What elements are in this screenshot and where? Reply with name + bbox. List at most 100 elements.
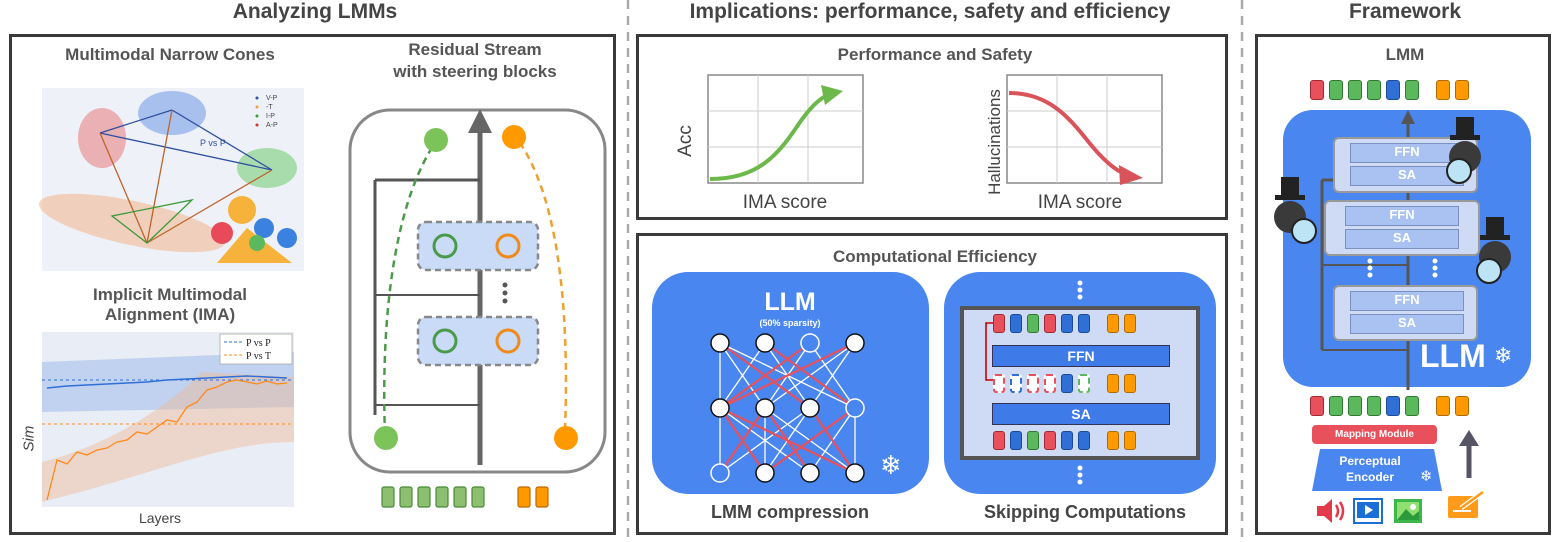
skip-top-token bbox=[1027, 314, 1039, 333]
skip-mid-token bbox=[1107, 374, 1119, 393]
cones-legend-1: -T bbox=[266, 104, 273, 111]
header-analyzing: Analyzing LMMs bbox=[232, 0, 398, 23]
separator-1 bbox=[626, 0, 630, 542]
fw-top-token bbox=[1329, 80, 1343, 100]
framework-block-2-ffn: FFN bbox=[1350, 291, 1464, 311]
sparse-network bbox=[710, 333, 865, 483]
header-implications: Implications: performance, safety and ef… bbox=[689, 0, 1171, 23]
residual-stream-diagram bbox=[348, 108, 607, 508]
efficiency-title: Computational Efficiency bbox=[832, 247, 1038, 266]
video-icon bbox=[1353, 498, 1383, 524]
fw-top-token bbox=[1310, 80, 1324, 100]
inspector-mascot-icon bbox=[1274, 117, 1511, 284]
skip-bot-token bbox=[1078, 431, 1090, 450]
perceptual-1: Perceptual bbox=[1339, 454, 1401, 468]
perceptual-2: Encoder bbox=[1345, 470, 1394, 484]
upload-arrow-icon bbox=[1459, 430, 1479, 478]
fw-top-token bbox=[1367, 80, 1381, 100]
skipping-label: Skipping Computations bbox=[984, 502, 1186, 522]
fw-top-token bbox=[1386, 80, 1400, 100]
fw-bottom-token bbox=[1405, 396, 1419, 416]
mapping-module: Mapping Module bbox=[1312, 425, 1437, 444]
fw-top-token bbox=[1455, 80, 1469, 100]
fw-bottom-token bbox=[1455, 396, 1469, 416]
hallucination-chart bbox=[1006, 74, 1163, 185]
image-icon bbox=[1394, 499, 1422, 523]
cones-legend-2: I-P bbox=[266, 113, 275, 120]
cones-plot: P vs P V-P -T I-P A-P bbox=[38, 91, 297, 263]
sparsity-label: (50% sparsity) bbox=[759, 318, 821, 328]
acc-xlabel: IMA score bbox=[742, 192, 828, 213]
cones-title: Multimodal Narrow Cones bbox=[65, 45, 275, 64]
steering-wheel-icon bbox=[432, 233, 521, 354]
skip-top-token bbox=[1044, 314, 1056, 333]
ima-title-2: Alignment (IMA) bbox=[104, 305, 236, 324]
acc-ylabel: Acc bbox=[675, 125, 696, 157]
framework-lmm-label: LMM bbox=[1385, 45, 1425, 64]
skip-bot-token bbox=[1010, 431, 1022, 450]
speaker-icon bbox=[1317, 499, 1345, 523]
skip-mid-token bbox=[1027, 374, 1039, 393]
compression-label: LMM compression bbox=[710, 502, 870, 522]
fw-bottom-token bbox=[1386, 396, 1400, 416]
fw-bottom-token bbox=[1329, 396, 1343, 416]
skip-top-token bbox=[1124, 314, 1136, 333]
skip-mid-token bbox=[1124, 374, 1136, 393]
skip-mid-token bbox=[1010, 374, 1022, 393]
skipping-dots bbox=[1077, 280, 1083, 485]
ima-title-1: Implicit Multimodal bbox=[93, 285, 247, 304]
skip-mid-token bbox=[1044, 374, 1056, 393]
skip-top-token bbox=[1010, 314, 1022, 333]
residual-title-2: with steering blocks bbox=[393, 62, 557, 81]
cones-annotation: P vs P bbox=[200, 138, 226, 148]
ima-chart: P vs P P vs T bbox=[42, 333, 294, 502]
skipping-ffn-label: FFN bbox=[1067, 348, 1095, 364]
hall-ylabel: Hallucinations bbox=[985, 89, 1004, 195]
skipping-ffn bbox=[992, 345, 1170, 367]
compression-llm-label: LLM bbox=[764, 288, 816, 316]
fw-top-token bbox=[1405, 80, 1419, 100]
skip-bot-token bbox=[1061, 431, 1073, 450]
ima-ylabel: Sim bbox=[20, 425, 38, 452]
skipping-sa-label: SA bbox=[1071, 406, 1091, 422]
compression-box bbox=[652, 272, 929, 494]
fw-bottom-token bbox=[1436, 396, 1450, 416]
skip-mid-token bbox=[993, 374, 1005, 393]
cones-legend-3: A-P bbox=[266, 122, 278, 129]
skip-bot-token bbox=[1044, 431, 1056, 450]
framework-snowflake-icon: ❄ bbox=[1494, 343, 1513, 368]
separator-2 bbox=[1240, 0, 1244, 542]
fw-top-token bbox=[1436, 80, 1450, 100]
skip-top-token bbox=[993, 314, 1005, 333]
skip-mid-token bbox=[1078, 374, 1090, 393]
skip-bot-token bbox=[1027, 431, 1039, 450]
framework-block-1-ffn: FFN bbox=[1345, 206, 1459, 226]
text-edit-icon bbox=[1448, 489, 1485, 518]
hall-xlabel: IMA score bbox=[1037, 192, 1123, 213]
framework-llm-label: LLM bbox=[1420, 338, 1486, 374]
fw-bottom-token bbox=[1310, 396, 1324, 416]
framework-block-1-sa: SA bbox=[1345, 229, 1459, 249]
skip-top-token bbox=[1107, 314, 1119, 333]
fw-bottom-token bbox=[1367, 396, 1381, 416]
skip-top-token bbox=[1078, 314, 1090, 333]
skip-top-token bbox=[1061, 314, 1073, 333]
skip-mid-token bbox=[1061, 374, 1073, 393]
framework-block-2-sa: SA bbox=[1350, 314, 1464, 334]
cones-legend-0: V-P bbox=[266, 95, 278, 102]
fw-bottom-token bbox=[1348, 396, 1362, 416]
perceptual-encoder-shape bbox=[1312, 449, 1442, 491]
ima-xlabel: Layers bbox=[138, 510, 182, 526]
skip-bot-token bbox=[1107, 431, 1119, 450]
performance-title: Performance and Safety bbox=[837, 45, 1033, 64]
skip-bot-token bbox=[1124, 431, 1136, 450]
residual-title-1: Residual Stream bbox=[408, 40, 542, 59]
fw-top-token bbox=[1348, 80, 1362, 100]
ima-legend-0: P vs P bbox=[246, 338, 271, 349]
mascot-icon bbox=[211, 196, 297, 263]
snowflake-icon: ❄ bbox=[880, 450, 902, 480]
acc-chart bbox=[707, 74, 864, 184]
encoder-snowflake-icon: ❄ bbox=[1420, 468, 1433, 485]
skip-bot-token bbox=[993, 431, 1005, 450]
ima-legend-1: P vs T bbox=[246, 351, 271, 362]
